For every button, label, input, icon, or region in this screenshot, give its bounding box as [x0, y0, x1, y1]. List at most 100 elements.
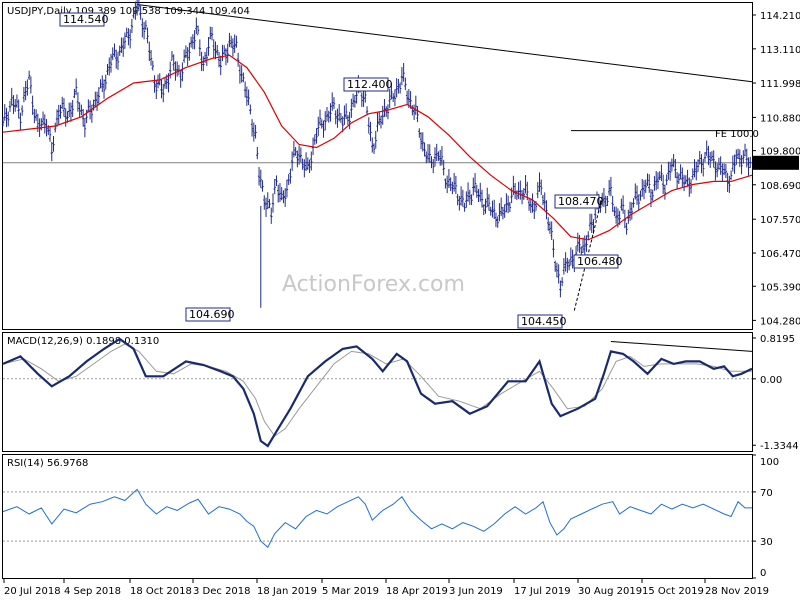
price-bar-375 [654, 171, 658, 191]
rsi-panel-frame [2, 454, 753, 579]
price-bar-427 [745, 148, 748, 168]
price-bar-368 [642, 180, 646, 200]
price-bar-8 [15, 94, 19, 108]
price-bar-76 [134, 1, 137, 20]
price-bar-100 [175, 61, 179, 77]
annotation-box [554, 194, 600, 209]
price-bar-364 [635, 185, 639, 205]
price-bar-187 [327, 110, 330, 123]
price-bar-422 [736, 148, 740, 159]
price-bar-85 [149, 49, 153, 66]
price-bar-43 [76, 92, 80, 112]
price-bar-345 [602, 187, 606, 208]
price-bar-179 [313, 134, 316, 145]
price-bar-141 [247, 89, 250, 106]
price-bar-176 [308, 159, 311, 174]
price-bar-231 [404, 77, 407, 91]
price-bar-79 [139, 5, 142, 20]
price-bar-250 [437, 151, 440, 161]
price-bar-409 [714, 161, 717, 181]
price-bar-54 [95, 91, 99, 111]
price-bar-161 [282, 190, 285, 204]
price-bar-194 [339, 113, 343, 123]
price-bar-34 [61, 96, 64, 109]
price-bar-70 [123, 32, 127, 49]
price-bar-408 [712, 150, 715, 168]
price-bar-284 [496, 216, 499, 228]
price-bar-318 [555, 262, 559, 278]
price-bar-115 [202, 56, 205, 72]
price-bar-33 [59, 104, 62, 119]
price-ytick-label-1: 113.110 [760, 45, 800, 56]
price-bar-7 [13, 99, 17, 112]
price-bar-78 [137, 0, 141, 12]
price-bar-160 [280, 187, 283, 201]
price-bar-74 [130, 18, 134, 34]
price-bar-321 [560, 277, 564, 287]
price-bar-129 [226, 43, 229, 63]
price-bar-337 [588, 213, 592, 231]
price-bar-152 [266, 192, 269, 210]
price-bar-267 [466, 182, 470, 202]
price-bar-356 [621, 195, 625, 214]
price-bar-151 [264, 197, 268, 217]
price-bar-297 [519, 180, 522, 200]
price-bar-127 [223, 45, 226, 55]
xtick-label-3: 3 Dec 2018 [193, 586, 251, 597]
price-bar-210 [367, 117, 370, 134]
price-bar-61 [108, 57, 111, 76]
price-bar-304 [531, 193, 534, 213]
price-bar-148 [259, 169, 262, 188]
price-bar-19 [34, 109, 38, 121]
price-bar-40 [71, 99, 74, 117]
price-bar-407 [710, 151, 714, 161]
price-bar-195 [341, 116, 344, 133]
price-bar-307 [536, 182, 539, 199]
price-bar-12 [22, 86, 26, 103]
price-ytick-label-2: 111.998 [760, 79, 800, 90]
price-bar-142 [249, 104, 252, 115]
dashed-projection-line [573, 196, 603, 311]
price-bar-132 [231, 38, 235, 57]
price-bar-225 [393, 89, 397, 107]
price-bar-224 [391, 93, 395, 102]
macd-panel-header: MACD(12,26,9) 0.1898 0.1310 [7, 336, 159, 347]
price-bar-165 [289, 168, 292, 184]
price-bar-391 [682, 174, 686, 192]
price-bar-107 [188, 42, 191, 61]
price-bar-182 [318, 109, 322, 126]
price-bar-5 [10, 87, 13, 106]
price-bar-145 [254, 124, 257, 139]
price-bar-171 [299, 147, 303, 163]
price-bar-228 [398, 82, 402, 94]
price-bar-122 [214, 41, 217, 60]
price-bar-379 [661, 174, 665, 194]
price-bar-388 [677, 173, 681, 185]
price-bar-245 [428, 144, 431, 163]
price-bar-29 [52, 135, 55, 152]
price-bar-188 [329, 103, 332, 122]
macd-layer [2, 337, 753, 448]
price-bar-309 [540, 179, 543, 196]
price-bar-69 [121, 37, 125, 57]
price-bar-117 [205, 47, 208, 66]
price-bar-211 [369, 121, 372, 142]
price-bar-257 [449, 177, 452, 191]
price-bar-259 [452, 172, 456, 192]
price-bar-268 [468, 189, 472, 205]
xtick-label-8: 17 Jul 2019 [514, 586, 571, 597]
price-bar-60 [106, 63, 109, 76]
annotation-label: 108.470 [558, 195, 604, 208]
price-bar-411 [717, 157, 721, 170]
price-bar-109 [191, 34, 195, 50]
price-bar-373 [651, 189, 654, 201]
price-bar-156 [273, 178, 276, 195]
price-bar-221 [386, 104, 390, 120]
price-bar-196 [343, 105, 346, 125]
price-bar-360 [628, 201, 632, 221]
rsi-ytick-label-3: 0 [760, 568, 766, 579]
price-bar-157 [275, 175, 278, 186]
price-bar-271 [473, 173, 477, 192]
price-bar-155 [271, 193, 275, 213]
